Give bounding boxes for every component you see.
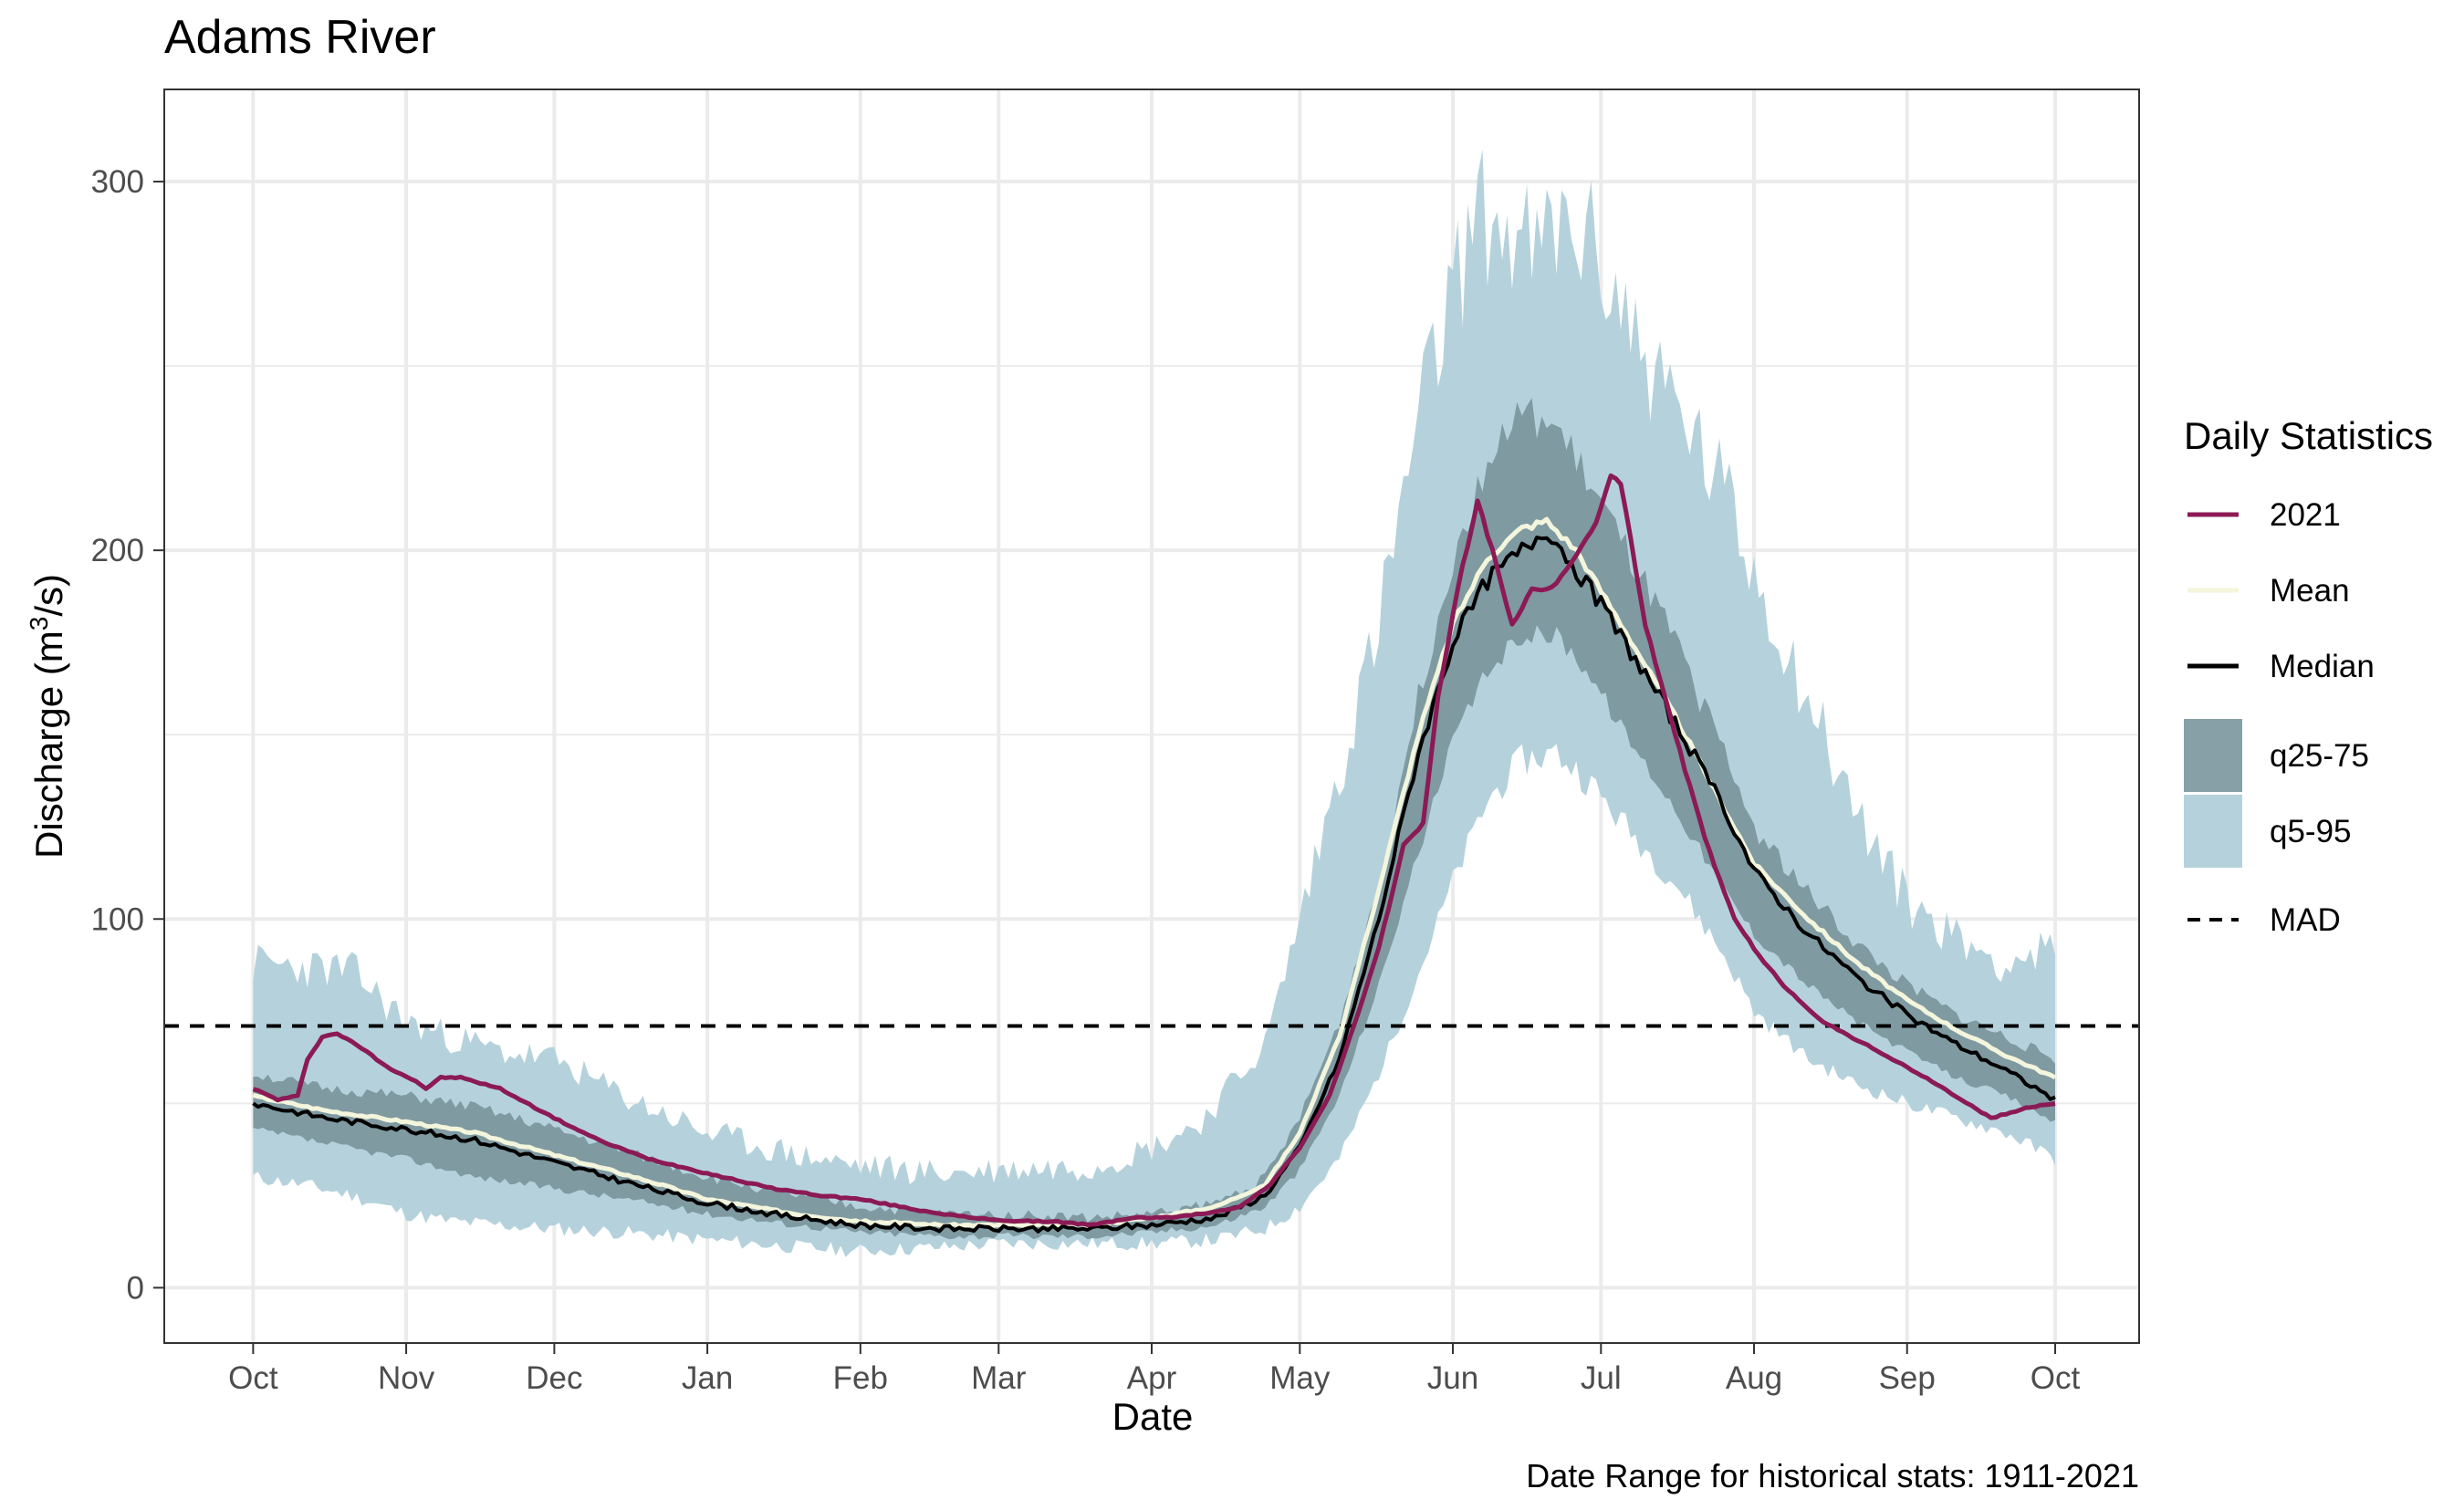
x-tick-label: Oct [2031, 1360, 2081, 1396]
y-axis-label-main: Discharge (m [27, 630, 70, 859]
band-q5-95 [253, 149, 2055, 1257]
legend-label-mean: Mean [2270, 573, 2350, 609]
legend-items: 2021 Mean Median q25-75 q5-95 MAD [2184, 497, 2375, 938]
x-tick-label: Dec [526, 1360, 582, 1396]
legend-title: Daily Statistics [2184, 414, 2433, 457]
x-tick-label: Jul [1581, 1360, 1622, 1396]
y-axis: 0 100 200 300 [91, 164, 164, 1306]
legend-key-q5-95 [2184, 795, 2242, 868]
x-tick-label: Jan [682, 1360, 733, 1396]
legend-label-q5-95: q5-95 [2270, 814, 2352, 849]
legend-label-median: Median [2270, 649, 2375, 684]
x-tick-label: Apr [1127, 1360, 1177, 1396]
x-tick-label: Sep [1879, 1360, 1936, 1396]
x-tick-label: Jun [1427, 1360, 1478, 1396]
x-tick-label: Oct [228, 1360, 278, 1396]
x-tick-label: Feb [833, 1360, 888, 1396]
y-tick-label: 200 [91, 533, 144, 568]
x-tick-label: Nov [378, 1360, 435, 1396]
legend-label-2021: 2021 [2270, 497, 2341, 533]
plot-area [163, 89, 2140, 1344]
y-axis-label-end: /s) [27, 574, 70, 617]
legend-key-q25-75 [2184, 719, 2242, 792]
y-tick-label: 100 [91, 901, 144, 937]
legend: Daily Statistics 2021 Mean Median q25-75 q5-… [2184, 414, 2433, 938]
y-tick-label: 0 [127, 1270, 144, 1306]
x-axis-label: Date [1112, 1395, 1194, 1438]
median-line [252, 536, 2056, 1234]
x-axis: Oct Nov Dec Jan Feb Mar Apr May Jun Jul Aug Sep Oct [228, 1343, 2081, 1396]
x-tick-label: Mar [971, 1360, 1027, 1396]
legend-label-mad: MAD [2270, 902, 2341, 938]
y-axis-label: Discharge (m3/s) [25, 574, 70, 859]
legend-label-q25-75: q25-75 [2270, 738, 2369, 774]
chart-title: Adams River [164, 11, 436, 64]
x-tick-label: Aug [1726, 1360, 1782, 1396]
y-axis-label-superscript: 3 [25, 617, 53, 631]
y-tick-label: 300 [91, 164, 144, 200]
x-tick-label: May [1269, 1360, 1331, 1396]
caption: Date Range for historical stats: 1911-20… [1526, 1457, 2139, 1494]
series-2021-line [252, 473, 2056, 1227]
